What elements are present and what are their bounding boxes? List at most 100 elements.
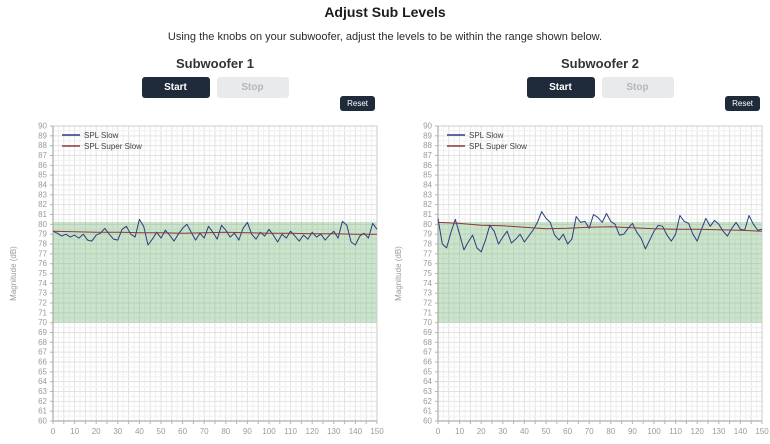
page-subtitle: Using the knobs on your subwoofer, adjus… xyxy=(167,31,603,43)
svg-text:75: 75 xyxy=(38,269,47,278)
svg-text:83: 83 xyxy=(38,190,47,199)
series-line-spl-slow xyxy=(52,218,378,246)
subwoofer-1-reset-button[interactable]: Reset xyxy=(340,96,375,111)
svg-text:70: 70 xyxy=(585,427,594,436)
legend-label: SPL Slow xyxy=(469,131,504,140)
subwoofer-2-stop-button[interactable]: Stop xyxy=(601,77,674,98)
subwoofer-2-reset-button[interactable]: Reset xyxy=(725,96,760,111)
svg-text:76: 76 xyxy=(38,259,47,268)
svg-text:0: 0 xyxy=(51,427,56,436)
svg-text:85: 85 xyxy=(423,171,432,180)
y-axis-title: Magnitude (dB) xyxy=(9,246,18,301)
svg-text:80: 80 xyxy=(606,427,615,436)
svg-text:30: 30 xyxy=(113,427,122,436)
svg-text:68: 68 xyxy=(38,338,47,347)
svg-text:130: 130 xyxy=(327,427,341,436)
series-line-spl-slow xyxy=(437,211,763,253)
svg-text:80: 80 xyxy=(221,427,230,436)
svg-text:65: 65 xyxy=(423,367,432,376)
svg-text:63: 63 xyxy=(38,387,47,396)
svg-text:50: 50 xyxy=(542,427,551,436)
y-axis-labels: 6061626364656667686970717273747576777879… xyxy=(38,122,53,426)
svg-text:30: 30 xyxy=(498,427,507,436)
svg-text:62: 62 xyxy=(423,397,432,406)
svg-text:84: 84 xyxy=(423,181,432,190)
svg-text:120: 120 xyxy=(306,427,320,436)
svg-text:89: 89 xyxy=(423,131,432,140)
svg-text:60: 60 xyxy=(563,427,572,436)
svg-text:40: 40 xyxy=(520,427,529,436)
svg-text:90: 90 xyxy=(423,122,432,131)
grid xyxy=(437,125,763,422)
svg-text:20: 20 xyxy=(92,427,101,436)
subwoofer-1-stop-button[interactable]: Stop xyxy=(216,77,289,98)
subwoofer-1-start-button[interactable]: Start xyxy=(141,77,210,98)
svg-text:61: 61 xyxy=(38,407,47,416)
svg-text:73: 73 xyxy=(38,289,47,298)
svg-text:78: 78 xyxy=(38,240,47,249)
svg-text:75: 75 xyxy=(423,269,432,278)
svg-text:71: 71 xyxy=(38,308,47,317)
legend-label: SPL Slow xyxy=(84,131,119,140)
svg-text:70: 70 xyxy=(38,318,47,327)
svg-text:88: 88 xyxy=(423,141,432,150)
svg-text:67: 67 xyxy=(423,348,432,357)
svg-text:81: 81 xyxy=(38,210,47,219)
svg-text:10: 10 xyxy=(455,427,464,436)
page-title: Adjust Sub Levels xyxy=(324,4,446,20)
svg-text:82: 82 xyxy=(423,200,432,209)
subwoofer-1-header: Subwoofer 1 Start Stop xyxy=(30,56,400,98)
svg-text:130: 130 xyxy=(712,427,726,436)
svg-text:140: 140 xyxy=(734,427,748,436)
svg-text:77: 77 xyxy=(423,249,432,258)
subwoofer-1-button-row: Start Stop xyxy=(30,77,400,98)
svg-text:0: 0 xyxy=(436,427,441,436)
svg-text:120: 120 xyxy=(691,427,705,436)
svg-text:65: 65 xyxy=(38,367,47,376)
svg-text:100: 100 xyxy=(647,427,661,436)
svg-text:73: 73 xyxy=(423,289,432,298)
subwoofer-2-start-button[interactable]: Start xyxy=(526,77,595,98)
svg-text:110: 110 xyxy=(669,427,682,436)
svg-text:85: 85 xyxy=(38,171,47,180)
svg-text:74: 74 xyxy=(423,279,432,288)
svg-text:83: 83 xyxy=(423,190,432,199)
subwoofer-2-button-row: Start Stop xyxy=(415,77,770,98)
subwoofer-1-panel: Subwoofer 1 Start Stop Reset 60 61 62 63 64 6… xyxy=(0,50,385,444)
legend-label: SPL Super Slow xyxy=(469,142,527,151)
svg-text:68: 68 xyxy=(423,338,432,347)
svg-text:70: 70 xyxy=(200,427,209,436)
svg-text:80: 80 xyxy=(423,220,432,229)
svg-text:70: 70 xyxy=(423,318,432,327)
svg-text:90: 90 xyxy=(628,427,637,436)
y-axis-title: Magnitude (dB) xyxy=(394,246,403,301)
x-axis-labels: 0 10 20 30 40 50 60 70 80 90 100 110 120 130 140 150 xyxy=(436,421,769,436)
svg-text:63: 63 xyxy=(423,387,432,396)
svg-text:69: 69 xyxy=(38,328,47,337)
svg-text:10: 10 xyxy=(70,427,79,436)
svg-text:86: 86 xyxy=(38,161,47,170)
subwoofer-1-heading: Subwoofer 1 xyxy=(175,56,254,71)
svg-text:87: 87 xyxy=(423,151,432,160)
svg-text:72: 72 xyxy=(38,299,47,308)
svg-text:61: 61 xyxy=(423,407,432,416)
x-axis-labels: 0 10 20 30 40 50 60 70 80 90 100 110 120 130 140 150 xyxy=(51,421,384,436)
svg-text:150: 150 xyxy=(755,427,769,436)
series-line-spl-super-slow xyxy=(437,221,763,232)
target-range-band xyxy=(438,221,762,323)
svg-text:64: 64 xyxy=(423,377,432,386)
svg-text:40: 40 xyxy=(135,427,144,436)
subwoofer-2-heading: Subwoofer 2 xyxy=(560,56,639,71)
subwoofer-1-chart: 6061626364656667686970717273747576777879… xyxy=(9,122,384,437)
svg-text:82: 82 xyxy=(38,200,47,209)
svg-text:90: 90 xyxy=(243,427,252,436)
svg-text:90: 90 xyxy=(38,122,47,131)
svg-text:20: 20 xyxy=(477,427,486,436)
chart-legend: SPL Slow SPL Super Slow xyxy=(62,131,142,151)
svg-text:74: 74 xyxy=(38,279,47,288)
svg-text:80: 80 xyxy=(38,220,47,229)
y-axis-labels: 6061626364656667686970717273747576777879… xyxy=(423,122,438,426)
svg-text:84: 84 xyxy=(38,181,47,190)
legend-label: SPL Super Slow xyxy=(84,142,142,151)
